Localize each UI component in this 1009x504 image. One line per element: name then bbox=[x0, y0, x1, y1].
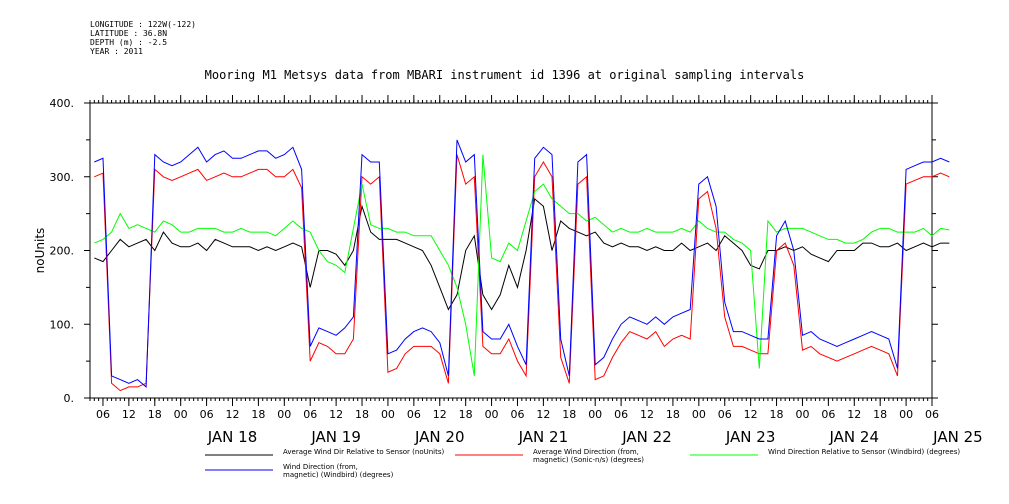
x-tick-label: 00 bbox=[588, 408, 602, 421]
year-label: YEAR : 2011 bbox=[90, 47, 143, 56]
date-label: JAN 21 bbox=[518, 428, 569, 446]
y-tick-label: 100. bbox=[50, 318, 75, 331]
x-tick-label: 18 bbox=[873, 408, 887, 421]
x-tick-label: 12 bbox=[536, 408, 550, 421]
series-line-4 bbox=[94, 139, 950, 388]
legend-label: Wind Direction Relative to Sensor (Windb… bbox=[768, 448, 960, 456]
x-tick-label: 06 bbox=[96, 408, 110, 421]
x-tick-label: 00 bbox=[899, 408, 913, 421]
x-tick-label: 06 bbox=[821, 408, 835, 421]
x-tick-label: 00 bbox=[795, 408, 809, 421]
x-tick-label: 00 bbox=[692, 408, 706, 421]
x-tick-label: 12 bbox=[847, 408, 861, 421]
x-tick-label: 12 bbox=[744, 408, 758, 421]
x-tick-label: 06 bbox=[407, 408, 421, 421]
longitude-label: LONGITUDE : 122W(-122) bbox=[90, 20, 196, 29]
x-tick-label: 00 bbox=[485, 408, 499, 421]
legend-label: Wind Direction (from, bbox=[283, 463, 358, 471]
date-label: JAN 19 bbox=[310, 428, 361, 446]
x-tick-label: 18 bbox=[666, 408, 680, 421]
legend-label: magnetic) (Windbird) (degrees) bbox=[283, 471, 394, 479]
legend-label: magnetic) (Sonic-n/s) (degrees) bbox=[533, 456, 644, 464]
series-line-3 bbox=[94, 154, 950, 376]
x-tick-label: 12 bbox=[122, 408, 136, 421]
x-tick-label: 00 bbox=[277, 408, 291, 421]
x-tick-label: 18 bbox=[251, 408, 265, 421]
legend-label: Average Wind Dir Relative to Sensor (noU… bbox=[283, 448, 444, 456]
x-tick-label: 06 bbox=[303, 408, 317, 421]
latitude-label: LATITUDE : 36.8N bbox=[90, 29, 168, 38]
series-line-1 bbox=[94, 197, 950, 311]
date-label: JAN 18 bbox=[207, 428, 258, 446]
date-label: JAN 25 bbox=[932, 428, 983, 446]
plot-frame bbox=[89, 102, 933, 399]
x-tick-label: 06 bbox=[925, 408, 939, 421]
y-tick-label: 0. bbox=[64, 392, 75, 405]
series-line-2 bbox=[94, 154, 950, 392]
x-tick-label: 12 bbox=[640, 408, 654, 421]
x-tick-label: 06 bbox=[510, 408, 524, 421]
x-tick-label: 12 bbox=[225, 408, 239, 421]
x-tick-label: 00 bbox=[381, 408, 395, 421]
depth-label: DEPTH (m) : -2.5 bbox=[90, 38, 168, 47]
x-tick-label: 18 bbox=[562, 408, 576, 421]
x-tick-label: 18 bbox=[148, 408, 162, 421]
date-label: JAN 23 bbox=[725, 428, 776, 446]
metadata-block: LONGITUDE : 122W(-122) LATITUDE : 36.8N … bbox=[90, 20, 196, 56]
date-label: JAN 20 bbox=[414, 428, 465, 446]
x-tick-label: 18 bbox=[355, 408, 369, 421]
y-tick-label: 200. bbox=[50, 245, 75, 258]
x-tick-label: 06 bbox=[718, 408, 732, 421]
x-tick-label: 00 bbox=[174, 408, 188, 421]
y-tick-label: 400. bbox=[50, 97, 75, 110]
legend-label: Average Wind Direction (from, bbox=[533, 448, 639, 456]
date-label: JAN 24 bbox=[829, 428, 880, 446]
date-label: JAN 22 bbox=[621, 428, 672, 446]
y-tick-label: 300. bbox=[50, 171, 75, 184]
y-axis-label: noUnits bbox=[33, 228, 47, 274]
x-tick-label: 06 bbox=[614, 408, 628, 421]
chart-title: Mooring M1 Metsys data from MBARI instru… bbox=[204, 68, 805, 82]
x-tick-label: 18 bbox=[459, 408, 473, 421]
x-tick-label: 06 bbox=[200, 408, 214, 421]
x-tick-label: 12 bbox=[329, 408, 343, 421]
x-tick-label: 12 bbox=[433, 408, 447, 421]
x-tick-label: 18 bbox=[770, 408, 784, 421]
